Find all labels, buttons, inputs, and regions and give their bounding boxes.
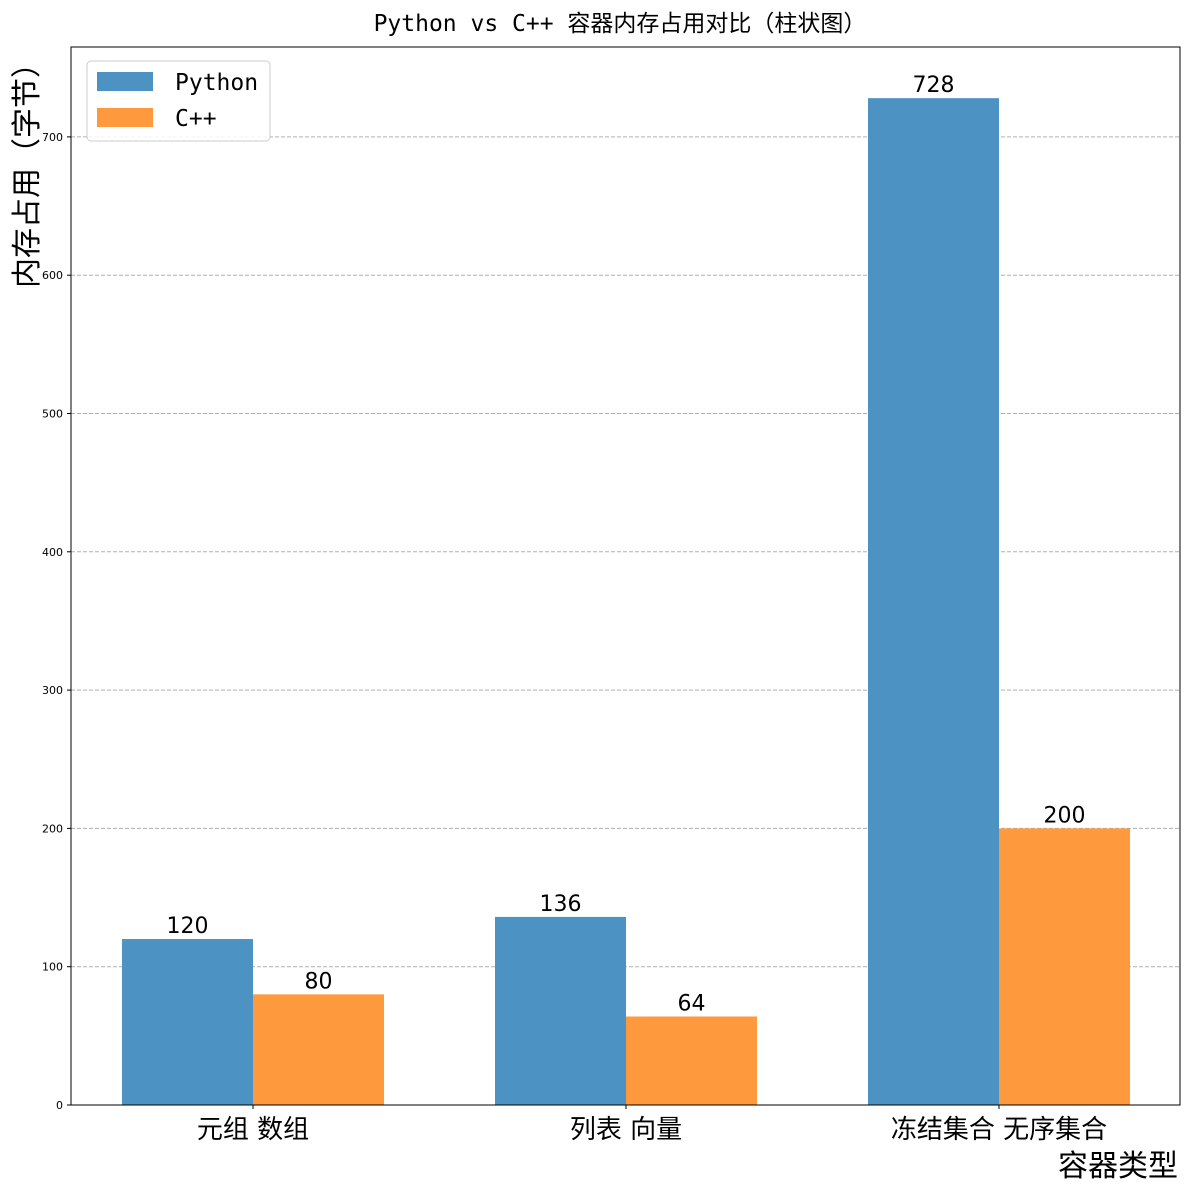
bars	[122, 98, 1130, 1105]
y-tick-label-700: 700	[42, 131, 63, 144]
chart-title: Python vs C++ 容器内存占用对比（柱状图）	[374, 11, 867, 37]
y-tick-label-400: 400	[42, 546, 63, 559]
bar-cpp-2	[999, 828, 1130, 1105]
legend: Python C++	[86, 60, 271, 142]
value-label-python-0: 120	[167, 914, 209, 939]
y-tick-label-200: 200	[42, 822, 63, 835]
value-label-python-2: 728	[913, 73, 955, 98]
bar-python-0	[122, 939, 253, 1105]
value-labels: 120 136 728 80 64 200	[167, 73, 1086, 1016]
value-label-cpp-2: 200	[1044, 803, 1086, 828]
y-tick-label-100: 100	[42, 961, 63, 974]
axis-ticks: 0 100 200 300 400 500 600 700 元组 数组 列表 向量 冻结集合 无序集…	[42, 131, 1107, 1145]
bar-python-2	[868, 98, 999, 1105]
y-tick-label-0: 0	[56, 1099, 63, 1112]
y-axis-title: 内存占用（字节）	[10, 48, 45, 288]
y-tick-label-300: 300	[42, 684, 63, 697]
value-label-cpp-1: 64	[678, 991, 706, 1016]
legend-swatch-cpp	[97, 108, 153, 127]
y-tick-label-500: 500	[42, 407, 63, 420]
bar-cpp-0	[253, 994, 384, 1105]
legend-label-cpp: C++	[175, 106, 217, 132]
y-tick-label-600: 600	[42, 269, 63, 282]
legend-swatch-python	[97, 72, 153, 91]
x-tick-label-1: 列表 向量	[570, 1115, 682, 1145]
x-axis-title: 容器类型	[1058, 1149, 1178, 1184]
bar-python-1	[495, 916, 626, 1105]
x-tick-label-0: 元组 数组	[197, 1115, 309, 1145]
value-label-python-1: 136	[540, 892, 582, 917]
legend-label-python: Python	[175, 70, 258, 96]
value-label-cpp-0: 80	[305, 969, 333, 994]
bar-cpp-1	[626, 1016, 757, 1105]
x-tick-label-2: 冻结集合 无序集合	[891, 1115, 1107, 1145]
